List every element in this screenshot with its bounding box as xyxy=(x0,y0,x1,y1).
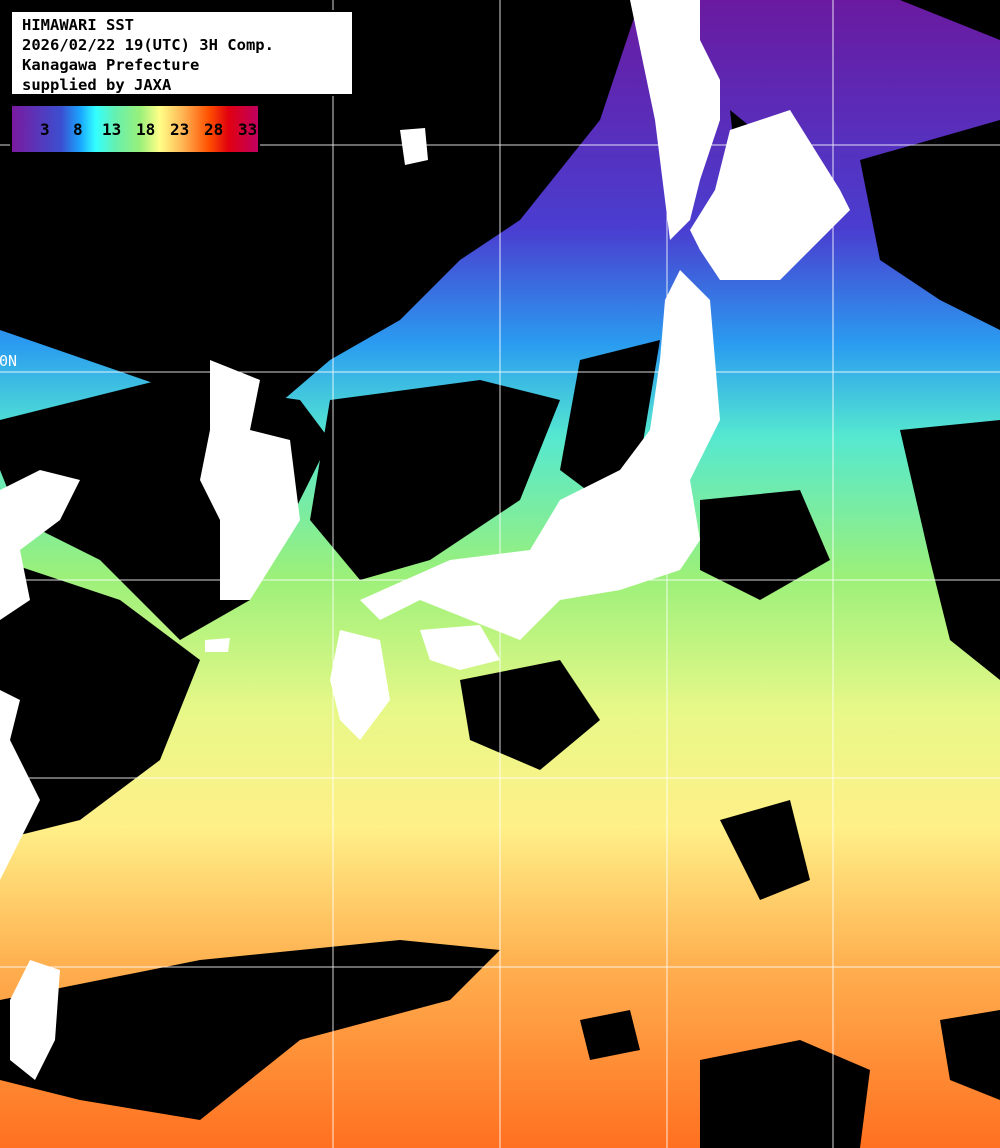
sakhalin-coast xyxy=(630,0,720,240)
jeju-island xyxy=(205,638,230,652)
info-box: HIMAWARI SST 2026/02/22 19(UTC) 3H Comp.… xyxy=(10,10,354,96)
honshu xyxy=(360,270,720,640)
colorbar-tick: 18 xyxy=(136,120,156,139)
colorbar-tick: 8 xyxy=(73,120,83,139)
product-title: HIMAWARI SST xyxy=(22,16,134,34)
longitude-label: 140E xyxy=(664,4,682,41)
hokkaido xyxy=(690,110,850,280)
observation-datetime: 2026/02/22 19(UTC) 3H Comp. xyxy=(22,36,274,54)
shikoku xyxy=(420,625,500,670)
agency-name: Kanagawa Prefecture xyxy=(22,56,200,74)
data-supplier: supplied by JAXA xyxy=(22,76,172,94)
china-coast xyxy=(0,690,40,880)
colorbar-tick: 23 xyxy=(170,120,190,139)
kyushu xyxy=(330,630,390,740)
land xyxy=(0,0,850,1080)
taiwan xyxy=(10,960,60,1080)
colorbar-tick: 33 xyxy=(238,120,258,139)
colorbar-tick: 3 xyxy=(40,120,50,139)
latitude-label: 40N xyxy=(0,352,18,370)
colorbar-tick: 13 xyxy=(102,120,122,139)
colorbar-tick: 28 xyxy=(204,120,224,139)
temperature-colorbar: 3 8 13 18 23 28 33 xyxy=(10,104,260,154)
shandong-coast xyxy=(0,470,80,620)
korean-peninsula xyxy=(200,360,300,600)
island xyxy=(400,128,428,165)
